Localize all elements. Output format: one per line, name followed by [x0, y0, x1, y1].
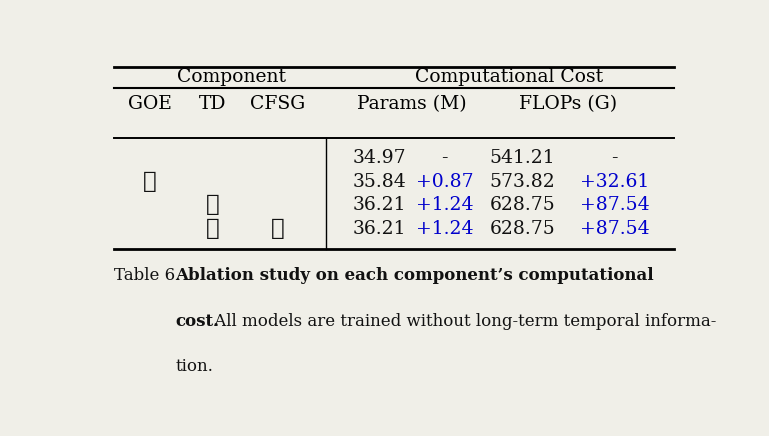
Text: Computational Cost: Computational Cost	[414, 68, 603, 86]
Text: FLOPs (G): FLOPs (G)	[519, 95, 618, 113]
Text: 541.21: 541.21	[489, 149, 555, 167]
Text: +1.24: +1.24	[416, 196, 474, 214]
Text: +32.61: +32.61	[580, 173, 649, 191]
Text: 36.21: 36.21	[352, 220, 406, 238]
Text: Table 6.: Table 6.	[114, 267, 181, 284]
Text: ✓: ✓	[205, 194, 219, 216]
Text: 34.97: 34.97	[352, 149, 406, 167]
Text: +87.54: +87.54	[580, 196, 650, 214]
Text: 628.75: 628.75	[489, 220, 555, 238]
Text: ✓: ✓	[143, 170, 157, 193]
Text: +87.54: +87.54	[580, 220, 650, 238]
Text: All models are trained without long-term temporal informa-: All models are trained without long-term…	[209, 313, 717, 330]
Text: 628.75: 628.75	[489, 196, 555, 214]
Text: 573.82: 573.82	[489, 173, 555, 191]
Text: ✓: ✓	[205, 218, 219, 239]
Text: cost.: cost.	[175, 313, 219, 330]
Text: -: -	[611, 149, 618, 167]
Text: TD: TD	[198, 95, 226, 113]
Text: -: -	[441, 149, 448, 167]
Text: 35.84: 35.84	[352, 173, 406, 191]
Text: Params (M): Params (M)	[357, 95, 467, 113]
Text: +1.24: +1.24	[416, 220, 474, 238]
Text: Component: Component	[177, 68, 286, 86]
Text: 36.21: 36.21	[352, 196, 406, 214]
Text: CFSG: CFSG	[250, 95, 305, 113]
Text: GOE: GOE	[128, 95, 171, 113]
Text: Ablation study on each component’s computational: Ablation study on each component’s compu…	[175, 267, 654, 284]
Text: +0.87: +0.87	[416, 173, 474, 191]
Text: ✓: ✓	[271, 218, 285, 239]
Text: tion.: tion.	[175, 358, 213, 375]
